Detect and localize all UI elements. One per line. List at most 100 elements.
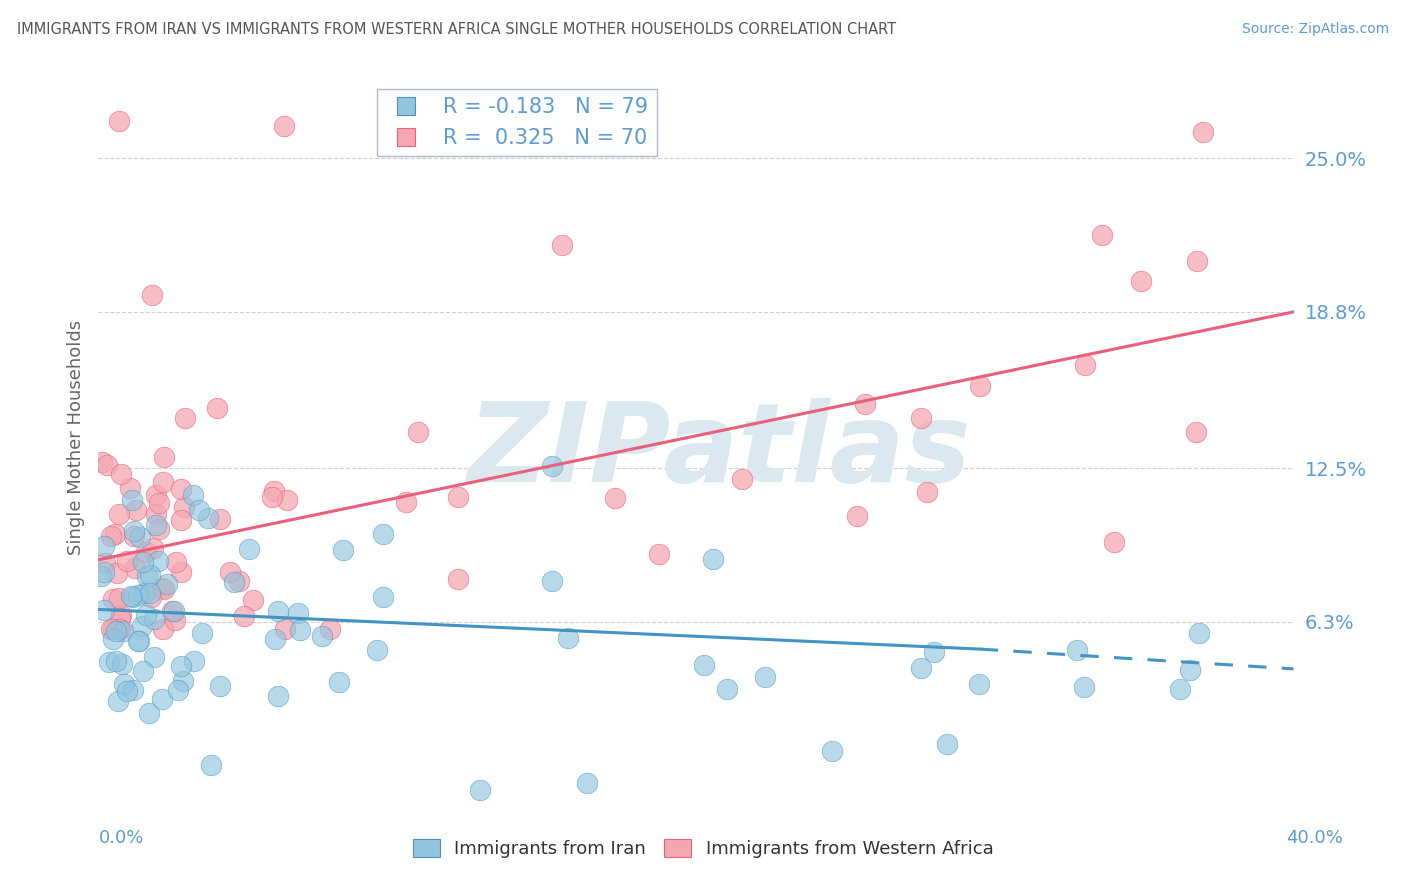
Point [104,624,127,638]
Point [93,565,115,579]
Point [290,623,312,637]
Point [170,565,193,579]
Point [115,683,138,698]
Point [238,541,260,556]
Point [910,411,932,425]
Point [132,664,155,678]
Point [197,511,219,525]
Point [170,659,193,673]
Point [1066,642,1088,657]
Point [575,775,598,789]
Point [319,622,342,636]
Point [183,654,205,668]
Point [170,513,193,527]
Point [716,682,738,697]
Point [371,590,394,604]
Point [100,622,122,636]
Point [142,650,165,665]
Point [447,490,470,504]
Point [128,634,150,648]
Point [1185,253,1208,268]
Point [821,744,844,758]
Point [141,287,163,301]
Point [100,529,122,543]
Point [153,450,176,464]
Point [153,582,176,596]
Point [93,539,115,553]
Point [373,526,395,541]
Point [1073,680,1095,694]
Point [148,523,170,537]
Point [134,585,156,599]
Point [108,622,131,636]
Point [105,566,128,580]
Point [855,397,877,411]
Point [332,542,354,557]
Point [160,603,183,617]
Point [103,632,125,647]
Point [162,604,184,618]
Point [107,694,129,708]
Point [110,467,132,481]
Point [118,481,141,495]
Point [127,588,149,602]
Point [224,574,246,589]
Point [135,607,157,622]
Point [557,632,579,646]
Point [910,661,932,675]
Point [122,590,145,604]
Point [219,565,242,579]
Point [138,706,160,721]
Point [1178,663,1201,677]
Point [845,509,868,524]
Point [969,379,991,393]
Point [90,569,112,583]
Point [188,503,211,517]
Point [165,613,187,627]
Point [447,572,470,586]
Point [142,541,165,555]
Legend: R = -0.183   N = 79, R =  0.325   N = 70: R = -0.183 N = 79, R = 0.325 N = 70 [377,89,657,156]
Point [131,619,153,633]
Point [139,568,162,582]
Point [94,557,117,571]
Point [146,554,169,568]
Point [731,472,754,486]
Point [468,782,491,797]
Point [172,674,194,689]
Point [702,552,724,566]
Text: 40.0%: 40.0% [1286,829,1343,847]
Point [1104,535,1126,549]
Point [152,475,174,489]
Point [209,680,232,694]
Point [135,569,157,583]
Point [124,503,146,517]
Point [266,690,288,704]
Point [1074,359,1097,373]
Point [156,576,179,591]
Point [121,492,143,507]
Point [263,483,285,498]
Point [242,593,264,607]
Point [122,683,145,698]
Point [108,114,131,128]
Legend: Immigrants from Iran, Immigrants from Western Africa: Immigrants from Iran, Immigrants from We… [405,831,1001,865]
Point [145,507,167,521]
Point [1091,227,1114,242]
Point [274,622,297,636]
Point [115,554,138,568]
Point [112,677,135,691]
Point [273,119,295,133]
Point [103,622,125,636]
Point [104,526,127,541]
Point [167,683,190,698]
Point [108,507,131,521]
Point [173,500,195,515]
Point [1130,274,1153,288]
Text: 0.0%: 0.0% [98,829,143,847]
Point [287,606,309,620]
Text: IMMIGRANTS FROM IRAN VS IMMIGRANTS FROM WESTERN AFRICA SINGLE MOTHER HOUSEHOLDS : IMMIGRANTS FROM IRAN VS IMMIGRANTS FROM … [17,22,896,37]
Point [191,626,214,640]
Point [107,591,129,605]
Point [328,674,350,689]
